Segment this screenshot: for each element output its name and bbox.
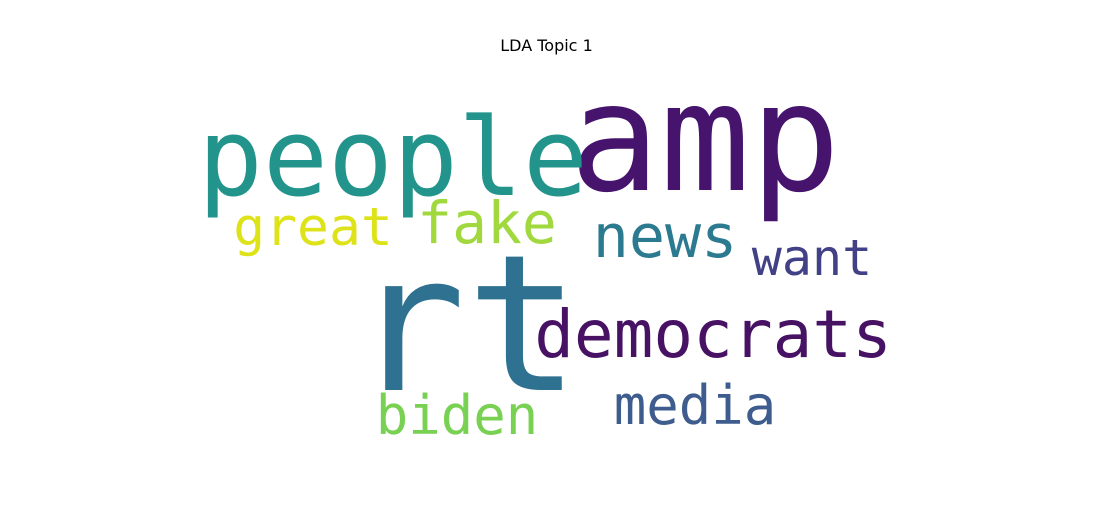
word-fake: fake bbox=[417, 189, 557, 257]
word-want: want bbox=[752, 229, 872, 287]
word-biden: biden bbox=[376, 384, 539, 447]
word-people: people bbox=[198, 96, 588, 221]
word-news: news bbox=[593, 202, 738, 272]
chart-title: LDA Topic 1 bbox=[500, 36, 593, 55]
word-democrats: democrats bbox=[534, 296, 892, 373]
word-great: great bbox=[233, 197, 393, 258]
word-rt: rt bbox=[352, 214, 581, 435]
word-media: media bbox=[614, 374, 777, 437]
word-amp: amp bbox=[570, 52, 841, 226]
